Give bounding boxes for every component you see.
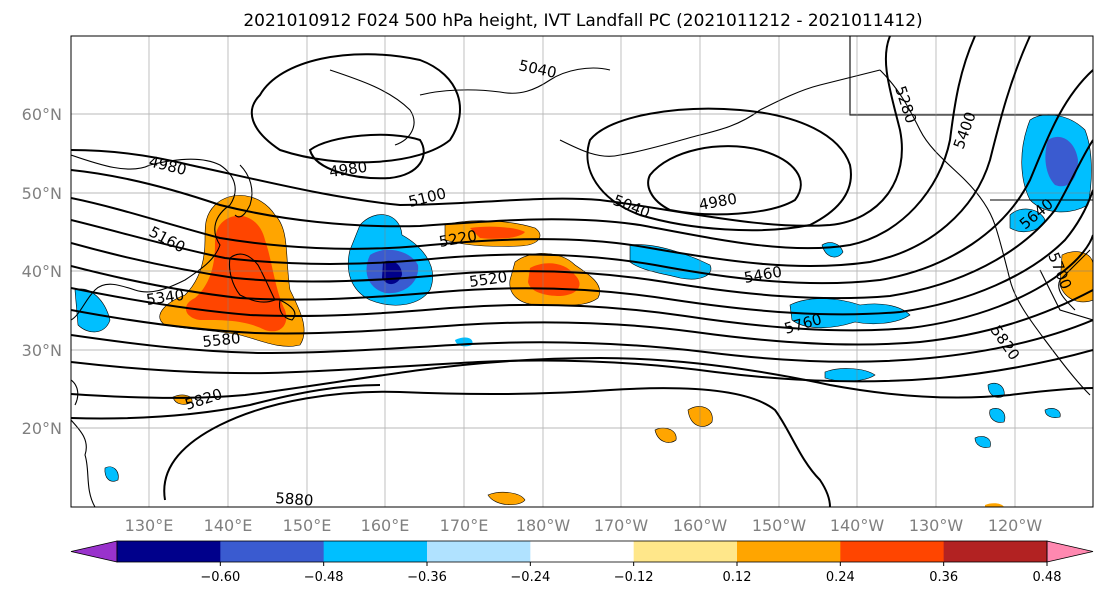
colorbar-tick-label: −0.24 [510, 570, 550, 585]
height-contours [71, 36, 1093, 507]
lon-label: 140°W [830, 516, 885, 535]
lon-label: 150°W [752, 516, 807, 535]
lat-label: 20°N [22, 419, 62, 438]
colorbar-tick-label: 0.12 [723, 570, 752, 585]
contour-label: 5340 [145, 286, 185, 309]
colorbar-tick-label: −0.60 [200, 570, 240, 585]
colorbar-tick-label: −0.36 [407, 570, 447, 585]
ivt-negative-shading [74, 114, 1092, 482]
contour-label: 5580 [202, 329, 242, 351]
colorbar-segment [323, 541, 428, 562]
colorbar-extend-high [1046, 540, 1094, 563]
map-title: 2021010912 F024 500 hPa height, IVT Land… [243, 11, 922, 31]
colorbar-segment [840, 541, 945, 562]
colorbar-tick-label: 0.36 [929, 570, 958, 585]
lat-labels: 60°N 50°N 40°N 30°N 20°N [22, 105, 62, 438]
map-border [70, 35, 1094, 508]
lat-label: 50°N [22, 184, 62, 203]
colorbar-tick-label: 0.24 [826, 570, 855, 585]
lon-label: 140°E [204, 516, 253, 535]
colorbar-tick-label: 0.48 [1033, 570, 1062, 585]
lat-label: 30°N [22, 341, 62, 360]
lon-label: 170°W [594, 516, 649, 535]
contour-label: 4980 [328, 158, 368, 181]
colorbar-segment [427, 541, 531, 562]
colorbar-segment [943, 541, 1048, 562]
lon-label: 130°W [909, 516, 964, 535]
lon-label: 150°E [283, 516, 332, 535]
contour-label: 5520 [468, 268, 508, 291]
colorbar-segment [633, 541, 738, 562]
lon-label: 160°W [673, 516, 728, 535]
lat-label: 40°N [22, 262, 62, 281]
lon-label: 160°E [361, 516, 410, 535]
lon-label: 130°E [125, 516, 174, 535]
colorbar-outline [116, 540, 1048, 563]
colorbar-tick-label: −0.48 [304, 570, 344, 585]
colorbar-segment [737, 541, 841, 562]
lat-label: 60°N [22, 105, 62, 124]
lon-labels: 130°E 140°E 150°E 160°E 170°E 180°W 170°… [125, 516, 1043, 535]
lon-label: 180°W [516, 516, 571, 535]
graticule [71, 36, 1093, 507]
lon-label: 120°W [988, 516, 1043, 535]
colorbar-segment [220, 541, 325, 562]
colorbar: −0.60 −0.48 −0.36 −0.24 −0.12 0.12 0.24 0.36 0.4… [70, 540, 1094, 585]
colorbar-extend-low [70, 540, 118, 563]
colorbar-segment [117, 541, 221, 562]
lon-label: 170°E [440, 516, 489, 535]
contour-label: 5880 [275, 489, 314, 510]
colorbar-segment [530, 541, 635, 562]
colorbar-tick-label: −0.12 [614, 570, 654, 585]
